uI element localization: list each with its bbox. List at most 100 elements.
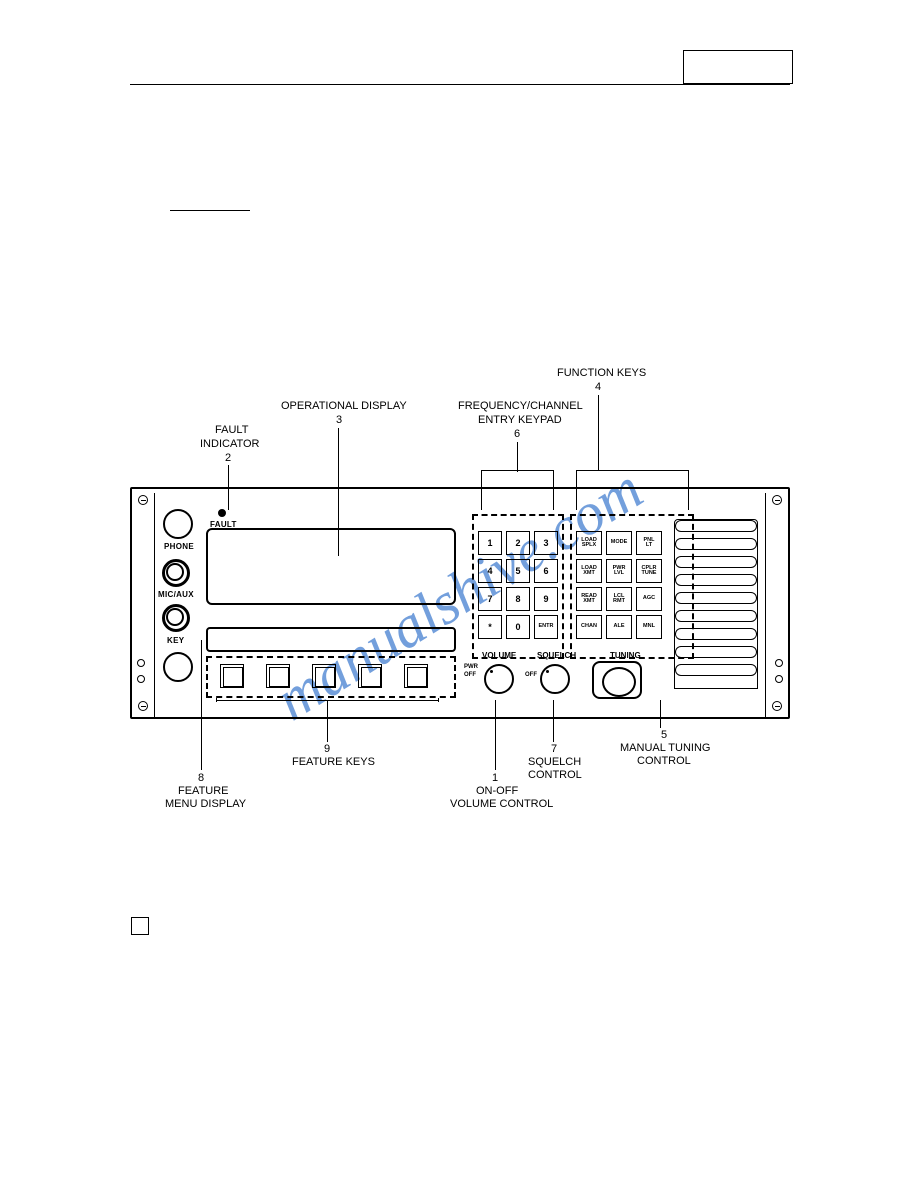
screw-icon	[138, 701, 148, 711]
knob-indicator-icon	[546, 670, 549, 673]
operational-display	[206, 528, 456, 605]
lead-fnkeys	[598, 395, 599, 470]
mounting-hole-icon	[137, 659, 145, 667]
feature-keys-group	[206, 656, 456, 698]
feature-key[interactable]	[358, 664, 382, 688]
mic-aux-label: MIC/AUX	[158, 590, 194, 599]
feature-key[interactable]	[266, 664, 290, 688]
title-underline	[170, 210, 250, 211]
callout-squelch-num: 7	[551, 743, 557, 755]
phone-jack-icon[interactable]	[163, 509, 193, 539]
bottom-jack-icon[interactable]	[163, 652, 193, 682]
feature-menu-display	[206, 627, 456, 652]
feature-key[interactable]	[404, 664, 428, 688]
panel-inner-line	[154, 493, 155, 717]
knob-indicator-icon	[490, 670, 493, 673]
numeric-keypad: 1 2 3 4 5 6 7 8 9 * 0 ENTR	[478, 531, 558, 639]
mounting-hole-icon	[775, 659, 783, 667]
fnkey-lcl-rmt[interactable]: LCLRMT	[606, 587, 632, 611]
key-star[interactable]: *	[478, 615, 502, 639]
feature-key[interactable]	[312, 664, 336, 688]
header-rule	[130, 84, 790, 85]
callout-op-display-title: OPERATIONAL DISPLAY	[281, 400, 407, 412]
key-6[interactable]: 6	[534, 559, 558, 583]
key-3[interactable]: 3	[534, 531, 558, 555]
callout-function-keys-title: FUNCTION KEYS	[557, 367, 646, 379]
lead-fnkeys-h	[576, 470, 688, 471]
key-9[interactable]: 9	[534, 587, 558, 611]
callout-fkeys-num: 9	[324, 743, 330, 755]
fnkey-pwr-lvl[interactable]: PWRLVL	[606, 559, 632, 583]
squelch-knob[interactable]	[540, 664, 570, 694]
callout-squelch-t1: SQUELCH	[528, 756, 581, 768]
screw-icon	[138, 495, 148, 505]
lead-keypad	[517, 442, 518, 472]
squelch-label: SQUELCH	[537, 651, 576, 660]
callout-menu-num: 8	[198, 772, 204, 784]
header-empty-box	[683, 50, 793, 84]
key-4[interactable]: 4	[478, 559, 502, 583]
callout-keypad-num: 6	[514, 428, 520, 440]
callout-tuning-t1: MANUAL TUNING	[620, 742, 710, 754]
screw-icon	[772, 495, 782, 505]
key-1[interactable]: 1	[478, 531, 502, 555]
key-inner-icon	[166, 608, 184, 626]
key-2[interactable]: 2	[506, 531, 530, 555]
callout-squelch-t2: CONTROL	[528, 769, 582, 781]
callout-keypad-title1: FREQUENCY/CHANNEL	[458, 400, 583, 412]
callout-fault-sub: INDICATOR	[200, 438, 260, 450]
key-label: KEY	[167, 636, 184, 645]
callout-volume-num: 1	[492, 772, 498, 784]
key-7[interactable]: 7	[478, 587, 502, 611]
panel-inner-line	[765, 493, 766, 717]
mic-aux-inner-icon	[166, 563, 184, 581]
fnkey-pnl-lt[interactable]: PNLLT	[636, 531, 662, 555]
key-0[interactable]: 0	[506, 615, 530, 639]
lead-tuning	[660, 700, 661, 728]
lead-menu-disp	[201, 640, 202, 770]
volume-label: VOLUME	[482, 651, 516, 660]
callout-op-display-num: 3	[336, 414, 342, 426]
figure-ref-box	[131, 917, 149, 935]
callout-fault-num: 2	[225, 452, 231, 464]
lead-squelch	[553, 700, 554, 742]
callout-menu-t2: MENU DISPLAY	[165, 798, 246, 810]
fnkey-load-splx[interactable]: LOADSPLX	[576, 531, 602, 555]
callout-tuning-num: 5	[661, 729, 667, 741]
device-panel: FAULT PHONE MIC/AUX KEY 1 2 3 4	[130, 487, 790, 719]
fnkey-read-xmt[interactable]: READXMT	[576, 587, 602, 611]
fnkey-load-xmt[interactable]: LOADXMT	[576, 559, 602, 583]
callout-fault-title: FAULT	[215, 424, 248, 436]
fnkey-ale[interactable]: ALE	[606, 615, 632, 639]
fnkey-cplr-tune[interactable]: CPLRTUNE	[636, 559, 662, 583]
key-entr[interactable]: ENTR	[534, 615, 558, 639]
key-5[interactable]: 5	[506, 559, 530, 583]
callout-fkeys-title: FEATURE KEYS	[292, 756, 375, 768]
lead-fkeys-tick	[216, 698, 217, 702]
feature-key[interactable]	[220, 664, 244, 688]
pwr-label: PWR	[464, 664, 478, 670]
callout-menu-t1: FEATURE	[178, 785, 229, 797]
fnkey-mnl[interactable]: MNL	[636, 615, 662, 639]
tuning-knob-inner	[602, 667, 636, 697]
off-label: OFF	[464, 672, 476, 678]
tuning-knob[interactable]	[592, 661, 642, 699]
off2-label: OFF	[525, 672, 537, 678]
callout-tuning-t2: CONTROL	[637, 755, 691, 767]
volume-knob[interactable]	[484, 664, 514, 694]
fnkey-agc[interactable]: AGC	[636, 587, 662, 611]
mounting-hole-icon	[137, 675, 145, 683]
key-8[interactable]: 8	[506, 587, 530, 611]
lead-fkeys	[327, 700, 328, 742]
phone-label: PHONE	[164, 542, 194, 551]
speaker-grille-icon	[674, 519, 758, 689]
callout-function-keys-num: 4	[595, 381, 601, 393]
fnkey-mode[interactable]: MODE	[606, 531, 632, 555]
fnkey-chan[interactable]: CHAN	[576, 615, 602, 639]
tuning-label: TUNING	[610, 651, 641, 660]
callout-keypad-title2: ENTRY KEYPAD	[478, 414, 562, 426]
lead-fkeys-tick	[438, 698, 439, 702]
callout-volume-t1: ON-OFF	[476, 785, 518, 797]
lead-keypad-h	[481, 470, 553, 471]
fault-led-icon	[218, 509, 226, 517]
